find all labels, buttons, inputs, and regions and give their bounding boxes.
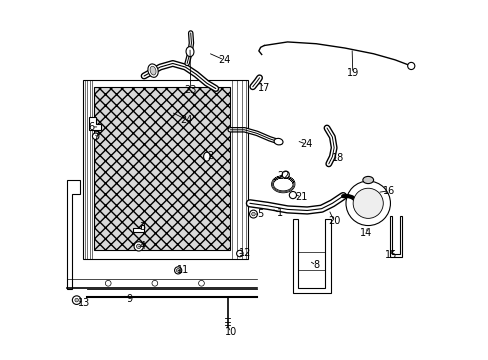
Text: 15: 15 bbox=[384, 250, 396, 260]
Polygon shape bbox=[133, 225, 144, 232]
Circle shape bbox=[72, 296, 81, 305]
Text: 12: 12 bbox=[239, 248, 251, 258]
Circle shape bbox=[282, 171, 289, 178]
Text: 24: 24 bbox=[299, 139, 312, 149]
Text: 24: 24 bbox=[180, 115, 192, 125]
Circle shape bbox=[75, 298, 78, 302]
Text: 10: 10 bbox=[224, 327, 237, 337]
Circle shape bbox=[134, 242, 143, 251]
Text: 16: 16 bbox=[382, 186, 394, 196]
Circle shape bbox=[176, 269, 180, 272]
Text: 13: 13 bbox=[78, 298, 90, 308]
Circle shape bbox=[152, 280, 158, 286]
Text: 14: 14 bbox=[359, 228, 371, 238]
Ellipse shape bbox=[203, 152, 210, 161]
Polygon shape bbox=[88, 117, 101, 130]
Circle shape bbox=[198, 280, 204, 286]
Text: 8: 8 bbox=[312, 260, 319, 270]
Circle shape bbox=[92, 133, 99, 139]
Text: 20: 20 bbox=[327, 216, 340, 226]
Ellipse shape bbox=[147, 64, 158, 77]
Circle shape bbox=[251, 212, 255, 216]
Circle shape bbox=[174, 267, 182, 274]
Circle shape bbox=[136, 244, 141, 248]
Text: 2: 2 bbox=[207, 150, 213, 161]
Text: 24: 24 bbox=[218, 55, 230, 65]
Text: 6: 6 bbox=[88, 122, 94, 132]
Text: 17: 17 bbox=[258, 83, 270, 93]
Text: 11: 11 bbox=[176, 265, 188, 275]
Text: 21: 21 bbox=[294, 192, 307, 202]
Text: 7: 7 bbox=[93, 131, 100, 141]
Circle shape bbox=[236, 250, 243, 257]
Circle shape bbox=[105, 280, 111, 286]
Text: 19: 19 bbox=[346, 68, 358, 78]
Ellipse shape bbox=[362, 176, 373, 184]
Bar bbox=[83, 80, 247, 259]
Bar bbox=[94, 87, 230, 250]
Circle shape bbox=[346, 181, 389, 226]
Circle shape bbox=[289, 192, 296, 199]
Ellipse shape bbox=[274, 138, 283, 145]
Text: 9: 9 bbox=[126, 294, 132, 304]
Polygon shape bbox=[389, 216, 402, 257]
Text: 5: 5 bbox=[257, 209, 263, 219]
Text: 1: 1 bbox=[277, 208, 283, 218]
Ellipse shape bbox=[150, 66, 156, 75]
Polygon shape bbox=[67, 180, 80, 289]
Circle shape bbox=[249, 210, 257, 218]
Text: 3: 3 bbox=[139, 222, 145, 231]
Text: 23: 23 bbox=[184, 85, 197, 95]
Text: 22: 22 bbox=[277, 171, 289, 181]
Text: 4: 4 bbox=[139, 241, 145, 251]
Polygon shape bbox=[292, 220, 330, 293]
Circle shape bbox=[352, 188, 383, 219]
Text: 18: 18 bbox=[332, 153, 344, 163]
Ellipse shape bbox=[185, 46, 194, 57]
Circle shape bbox=[407, 62, 414, 69]
